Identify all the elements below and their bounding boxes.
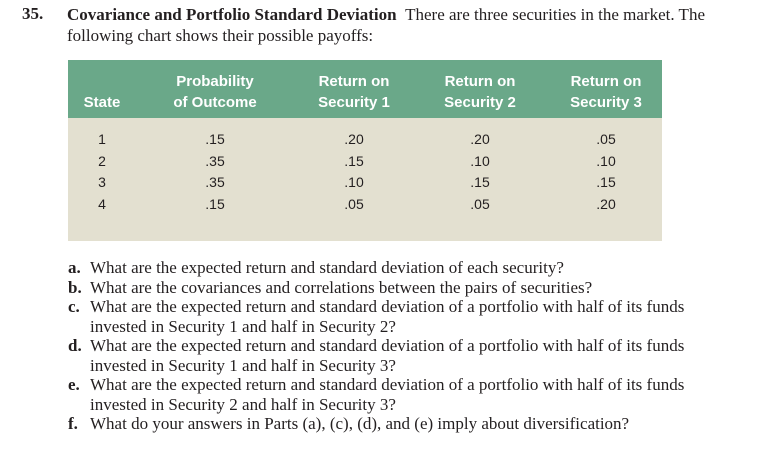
probability-cell: .15 — [205, 131, 225, 147]
header-probability-line2: of Outcome — [173, 94, 257, 111]
security-1-cell: .20 — [344, 131, 364, 147]
header-security-2: Return on Security 2 — [420, 71, 540, 113]
table-body: 1 .15 .20 .20 .05 2 .35 .15 .10 .10 3 .3… — [68, 129, 662, 215]
security-1-cell: .05 — [344, 195, 364, 212]
question-text: What are the expected return and standar… — [90, 336, 685, 375]
header-security-1-line2: Security 1 — [318, 94, 390, 111]
header-security-3-line1: Return on — [570, 73, 642, 90]
question-item: a. What are the expected return and stan… — [68, 258, 728, 278]
question-list: a. What are the expected return and stan… — [68, 258, 728, 434]
security-3-cell: .20 — [596, 195, 616, 212]
table-row: 1 .15 .20 .20 .05 — [68, 129, 662, 151]
security-1-cell: .10 — [344, 174, 364, 190]
header-security-3: Return on Security 3 — [546, 71, 666, 113]
header-security-1-line1: Return on — [318, 73, 390, 90]
question-label: d. — [68, 336, 82, 355]
header-probability-line1: Probability — [176, 73, 254, 90]
probability-cell: .15 — [205, 195, 225, 212]
problem-title: Covariance and Portfolio Standard Deviat… — [67, 5, 397, 24]
security-3-cell: .05 — [596, 131, 616, 147]
question-label: f. — [68, 414, 78, 433]
header-security-1: Return on Security 1 — [294, 71, 414, 113]
payoff-table: State Probability of Outcome Return on S… — [68, 60, 662, 241]
problem-prompt: Covariance and Portfolio Standard Deviat… — [67, 4, 727, 46]
question-item: b. What are the covariances and correlat… — [68, 278, 728, 298]
question-text: What are the expected return and standar… — [90, 297, 685, 336]
problem-intro: There are three securities in the market… — [67, 5, 705, 45]
state-cell: 1 — [98, 131, 106, 147]
problem-number: 35. — [22, 4, 44, 23]
state-cell: 3 — [98, 174, 106, 190]
table-row: 3 .35 .10 .15 .15 — [68, 172, 662, 194]
question-text: What are the covariances and correlation… — [90, 277, 593, 297]
header-security-2-line2: Security 2 — [444, 94, 516, 111]
security-2-cell: .20 — [470, 131, 490, 147]
table-header: State Probability of Outcome Return on S… — [68, 60, 662, 118]
question-item: e. What are the expected return and stan… — [68, 375, 728, 414]
security-1-cell: .15 — [344, 152, 364, 169]
table-row: 4 .15 .05 .05 .20 — [68, 194, 662, 216]
probability-cell: .35 — [205, 152, 225, 169]
question-text: What are the expected return and standar… — [90, 258, 564, 277]
security-2-cell: .10 — [470, 152, 490, 169]
question-label: c. — [68, 297, 80, 316]
question-label: a. — [68, 258, 81, 277]
security-2-cell: .05 — [470, 195, 490, 212]
question-item: c. What are the expected return and stan… — [68, 297, 728, 336]
state-cell: 4 — [98, 195, 106, 212]
state-cell: 2 — [98, 152, 106, 169]
question-label: b. — [68, 277, 82, 297]
header-state: State — [83, 94, 121, 111]
table-row: 2 .35 .15 .10 .10 — [68, 151, 662, 173]
security-3-cell: .15 — [596, 174, 616, 190]
question-label: e. — [68, 375, 80, 394]
header-security-2-line1: Return on — [444, 73, 516, 90]
security-2-cell: .15 — [470, 174, 490, 190]
probability-cell: .35 — [205, 174, 225, 190]
header-probability: Probability of Outcome — [160, 71, 270, 113]
header-security-3-line2: Security 3 — [570, 94, 642, 111]
question-text: What do your answers in Parts (a), (c), … — [90, 414, 630, 433]
security-3-cell: .10 — [596, 152, 616, 169]
question-item: d. What are the expected return and stan… — [68, 336, 728, 375]
question-text: What are the expected return and standar… — [90, 375, 685, 414]
question-item: f. What do your answers in Parts (a), (c… — [68, 414, 728, 434]
